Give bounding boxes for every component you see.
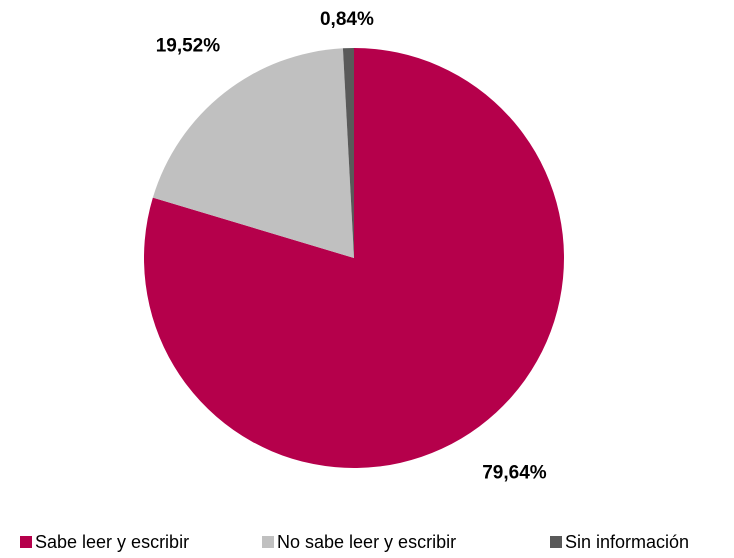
pie-slice xyxy=(143,48,564,468)
legend-swatch xyxy=(262,536,274,548)
pie-slice xyxy=(342,48,354,258)
legend-swatch xyxy=(20,536,32,548)
data-label: 79,64% xyxy=(482,463,547,484)
legend-swatch xyxy=(550,536,562,548)
legend-label: Sabe leer y escribir xyxy=(35,532,189,552)
data-label: 19,52% xyxy=(156,36,221,57)
legend-label: No sabe leer y escribir xyxy=(277,532,456,552)
pie-slice xyxy=(152,48,354,258)
data-label: 0,84% xyxy=(320,9,374,30)
legend-label: Sin información xyxy=(565,532,689,552)
